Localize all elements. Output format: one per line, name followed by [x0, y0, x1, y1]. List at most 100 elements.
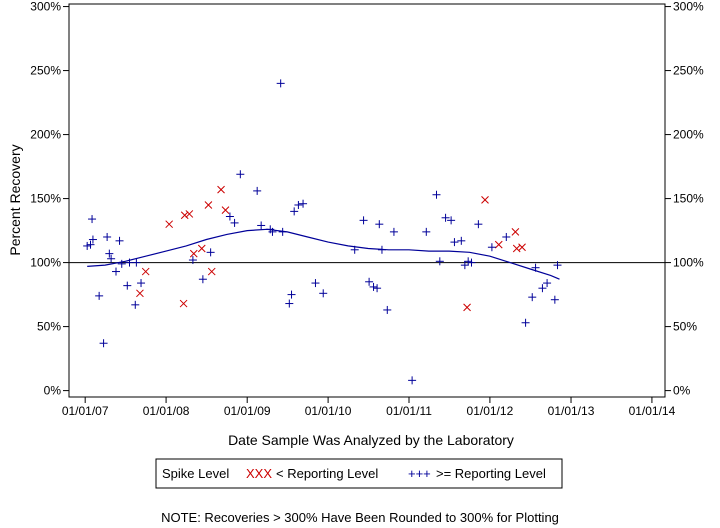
trend-line	[87, 228, 560, 280]
point-above-reporting-level	[467, 258, 476, 267]
point-below-reporting-level	[518, 243, 526, 252]
point-above-reporting-level	[550, 295, 559, 304]
point-above-reporting-level	[99, 339, 108, 348]
y-tick-label-left: 100%	[30, 256, 61, 270]
y-axis-title: Percent Recovery	[7, 144, 23, 255]
point-below-reporting-level	[221, 206, 230, 214]
point-below-reporting-level	[136, 289, 144, 298]
legend-title: Spike Level	[162, 466, 229, 481]
point-above-reporting-level	[115, 236, 124, 245]
legend-symbol-above: +++	[408, 466, 431, 481]
y-tick-label-left: 250%	[30, 64, 61, 78]
y-tick-label-left: 50%	[37, 320, 61, 334]
footnote: NOTE: Recoveries > 300% Have Been Rounde…	[161, 510, 559, 525]
point-above-reporting-level	[111, 267, 120, 276]
y-tick-label-right: 0%	[673, 384, 691, 398]
point-below-reporting-level	[511, 228, 520, 236]
point-above-reporting-level	[225, 212, 234, 221]
y-tick-label-left: 300%	[30, 0, 61, 14]
legend-label-above: >= Reporting Level	[436, 466, 546, 481]
point-above-reporting-level	[253, 186, 262, 195]
point-above-reporting-level	[299, 199, 308, 208]
point-above-reporting-level	[83, 241, 92, 250]
point-above-reporting-level	[278, 227, 287, 236]
point-above-reporting-level	[441, 213, 450, 222]
x-tick-label: 01/01/13	[548, 404, 595, 418]
x-tick-label: 01/01/07	[62, 404, 109, 418]
y-tick-label-right: 300%	[673, 0, 704, 14]
point-above-reporting-level	[230, 218, 239, 227]
point-above-reporting-level	[538, 284, 547, 293]
point-above-reporting-level	[276, 79, 285, 88]
point-above-reporting-level	[553, 261, 562, 270]
point-above-reporting-level	[521, 318, 530, 327]
point-above-reporting-level	[123, 281, 132, 290]
point-above-reporting-level	[88, 215, 97, 224]
point-above-reporting-level	[268, 227, 277, 236]
point-below-reporting-level	[204, 201, 213, 209]
point-above-reporting-level	[543, 279, 552, 288]
point-below-reporting-level	[494, 240, 503, 249]
point-above-reporting-level	[236, 170, 245, 179]
point-above-reporting-level	[464, 257, 473, 266]
point-above-reporting-level	[435, 257, 444, 266]
point-above-reporting-level	[117, 259, 126, 268]
point-above-reporting-level	[95, 291, 104, 300]
y-tick-label-right: 150%	[673, 192, 704, 206]
y-tick-label-left: 150%	[30, 192, 61, 206]
y-tick-label-right: 100%	[673, 256, 704, 270]
point-above-reporting-level	[359, 216, 368, 225]
point-below-reporting-level	[512, 244, 521, 253]
point-above-reporting-level	[487, 243, 496, 252]
point-above-reporting-level	[131, 300, 140, 309]
x-tick-label: 01/01/14	[629, 404, 676, 418]
x-tick-label: 01/01/12	[467, 404, 514, 418]
point-above-reporting-level	[460, 261, 469, 270]
x-tick-label: 01/01/10	[305, 404, 352, 418]
point-above-reporting-level	[528, 293, 537, 302]
point-below-reporting-level	[481, 196, 489, 204]
y-tick-label-left: 0%	[44, 384, 62, 398]
legend-label-below: < Reporting Level	[276, 466, 378, 481]
point-below-reporting-level	[179, 299, 188, 308]
point-above-reporting-level	[447, 216, 456, 225]
point-above-reporting-level	[285, 299, 294, 308]
y-tick-label-right: 50%	[673, 320, 697, 334]
point-above-reporting-level	[531, 263, 540, 272]
point-above-reporting-level	[311, 279, 320, 288]
x-tick-label: 01/01/08	[143, 404, 190, 418]
point-above-reporting-level	[103, 232, 112, 241]
point-above-reporting-level	[107, 254, 116, 263]
point-above-reporting-level	[350, 245, 359, 254]
x-tick-label: 01/01/09	[224, 404, 271, 418]
point-above-reporting-level	[502, 232, 511, 241]
y-tick-label-right: 200%	[673, 128, 704, 142]
point-above-reporting-level	[206, 248, 215, 257]
point-above-reporting-level	[375, 220, 384, 229]
point-above-reporting-level	[198, 275, 207, 284]
point-below-reporting-level	[180, 211, 189, 220]
point-above-reporting-level	[88, 235, 97, 244]
point-above-reporting-level	[132, 258, 141, 267]
point-above-reporting-level	[373, 284, 382, 293]
point-above-reporting-level	[369, 282, 378, 291]
point-above-reporting-level	[287, 290, 296, 299]
point-below-reporting-level	[217, 185, 225, 194]
point-above-reporting-level	[422, 227, 431, 236]
point-above-reporting-level	[457, 236, 466, 245]
x-axis-title: Date Sample Was Analyzed by the Laborato…	[228, 432, 514, 448]
point-above-reporting-level	[383, 305, 392, 314]
point-above-reporting-level	[290, 207, 299, 216]
point-above-reporting-level	[257, 221, 266, 230]
legend-symbol-below: XXX	[246, 466, 272, 481]
point-above-reporting-level	[450, 238, 459, 247]
x-tick-label: 01/01/11	[386, 404, 432, 418]
point-below-reporting-level	[197, 244, 206, 253]
point-above-reporting-level	[365, 277, 374, 286]
y-tick-label-right: 250%	[673, 64, 704, 78]
legend-box	[155, 458, 563, 489]
point-below-reporting-level	[141, 267, 150, 276]
point-above-reporting-level	[377, 245, 386, 254]
point-above-reporting-level	[137, 279, 146, 288]
